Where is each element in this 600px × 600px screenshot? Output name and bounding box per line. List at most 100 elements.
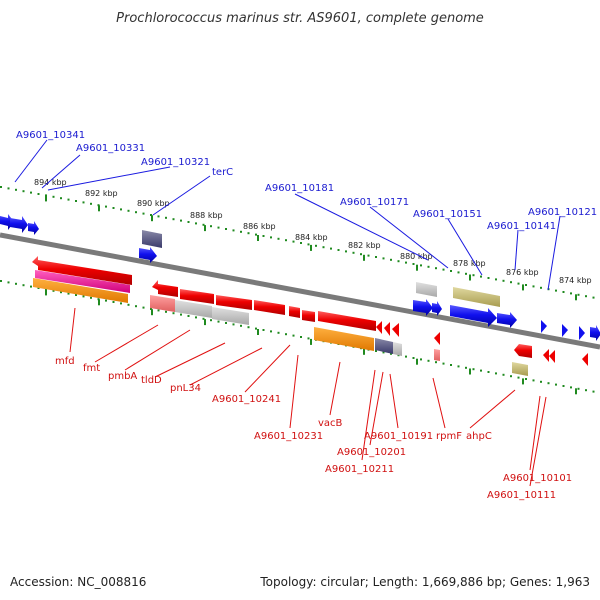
feature-pmbA[interactable]: [180, 289, 214, 304]
feature-tldD[interactable]: [216, 295, 252, 310]
gene-label[interactable]: A9601_10101: [503, 473, 572, 484]
feature-tldD-domain[interactable]: [212, 307, 249, 325]
feature-dark-domain[interactable]: [375, 338, 393, 354]
tick-label: 894 kbp: [34, 178, 67, 187]
rail-dot: [322, 246, 325, 249]
feature-A9601_10111[interactable]: [543, 349, 549, 362]
gene-label[interactable]: A9601_10171: [340, 197, 409, 208]
rail-major-tick: [522, 284, 524, 291]
feature-A9601_10241[interactable]: [289, 306, 300, 318]
gene-label[interactable]: A9601_10211: [325, 464, 394, 475]
feature-vacB[interactable]: [318, 311, 376, 331]
gene-label[interactable]: pmbA: [108, 371, 137, 382]
genome-backbone: [0, 232, 600, 350]
feature-fmt-domain[interactable]: [150, 295, 175, 312]
feature-rpmF[interactable]: [434, 332, 440, 345]
rail-dot: [142, 212, 145, 215]
gene-label[interactable]: A9601_10191: [364, 431, 433, 442]
rail-dot: [420, 264, 422, 267]
rail-dot: [82, 295, 85, 298]
gene-label[interactable]: rpmF: [436, 431, 462, 442]
reverse-labels: mfd fmt pmbA tldD pnL34 A9601_10241 A960…: [55, 356, 572, 501]
feature-mfd[interactable]: [32, 256, 132, 285]
gene-label[interactable]: A9601_10331: [76, 143, 145, 154]
feature-blue-small-b[interactable]: [562, 324, 568, 337]
gene-label[interactable]: A9601_10241: [212, 394, 281, 405]
rail-dot: [127, 209, 130, 212]
feature-mfd-domain[interactable]: [35, 270, 130, 293]
gene-label[interactable]: A9601_10141: [487, 221, 556, 232]
feature-grey-b[interactable]: [393, 342, 402, 356]
rail-dot: [30, 285, 32, 288]
rail-dot: [502, 279, 505, 282]
feature-A9601_10321[interactable]: [28, 221, 39, 235]
feature-pnL34[interactable]: [254, 300, 285, 315]
rail-major-tick: [363, 348, 365, 355]
feature-A9601_10201[interactable]: [384, 322, 390, 336]
feature-A9601_10211[interactable]: [376, 321, 382, 334]
feature-A9601_10331[interactable]: [10, 216, 28, 233]
rail-dot: [405, 261, 407, 264]
gene-label[interactable]: ahpC: [466, 431, 492, 442]
rail-dot: [165, 310, 167, 313]
feature-blue-small-c[interactable]: [579, 326, 585, 340]
feature-rpmF-domain[interactable]: [434, 349, 440, 361]
feature-pmbA-domain[interactable]: [175, 300, 212, 318]
gene-label[interactable]: tldD: [141, 375, 162, 386]
rail-dot: [255, 327, 257, 330]
feature-A9601_10181[interactable]: [413, 299, 433, 316]
rail-dot: [7, 187, 10, 190]
gene-label[interactable]: A9601_10341: [16, 130, 85, 141]
feature-blue-small-a[interactable]: [541, 320, 547, 333]
gene-label[interactable]: A9601_10151: [413, 209, 482, 220]
gene-label[interactable]: mfd: [55, 356, 75, 367]
rail-dot: [112, 207, 115, 209]
feature-mfd-cds[interactable]: [33, 278, 128, 303]
gene-label[interactable]: A9601_10201: [337, 447, 406, 458]
gene-label[interactable]: A9601_10181: [265, 183, 334, 194]
gene-label[interactable]: vacB: [318, 418, 343, 429]
rail-dot: [465, 366, 467, 369]
gene-label[interactable]: A9601_10231: [254, 431, 323, 442]
rail-dot: [142, 306, 145, 309]
rail-dot: [240, 324, 242, 327]
feature-ahpC[interactable]: [514, 344, 532, 358]
rail-dot: [225, 322, 227, 324]
rail-dot: [487, 277, 490, 279]
feature-A9601_10171[interactable]: [432, 301, 442, 316]
feature-A9601_10121[interactable]: [590, 325, 600, 341]
tick-label: 886 kbp: [243, 222, 276, 231]
feature-A9601_10231[interactable]: [302, 310, 315, 322]
rail-dot: [112, 301, 115, 303]
rail-dot: [472, 274, 475, 277]
feature-terC-tRNA[interactable]: [142, 230, 162, 248]
feature-grey-a[interactable]: [416, 282, 437, 297]
gene-label[interactable]: terC: [212, 167, 233, 178]
rail-dot: [262, 235, 265, 237]
feature-A9601_10101[interactable]: [549, 350, 555, 363]
rail-dot: [135, 211, 137, 214]
feature-terC[interactable]: [139, 247, 157, 263]
gene-label[interactable]: fmt: [83, 363, 100, 374]
gene-label[interactable]: pnL34: [170, 383, 201, 394]
rail-dot: [502, 373, 505, 376]
rail-dot: [345, 250, 347, 253]
feature-red-small[interactable]: [582, 353, 588, 366]
rail-dot: [52, 195, 55, 198]
gene-label[interactable]: A9601_10321: [141, 157, 210, 168]
rail-dot: [337, 249, 340, 251]
gene-label[interactable]: A9601_10111: [487, 490, 556, 501]
rail-dot: [480, 369, 482, 372]
rail-dot: [300, 336, 302, 338]
rail-dot: [352, 251, 355, 254]
feature-A9601_10191[interactable]: [392, 323, 399, 337]
feature-A9601_10141[interactable]: [497, 312, 517, 328]
feature-ahpC-domain[interactable]: [512, 362, 528, 376]
rail-dot: [37, 287, 40, 289]
feature-vacB-domain[interactable]: [314, 327, 374, 351]
feature-fmt[interactable]: [152, 280, 178, 297]
feature-A9601_10151[interactable]: [450, 305, 497, 327]
gene-label[interactable]: A9601_10121: [528, 207, 597, 218]
feature-olive-a[interactable]: [453, 287, 500, 307]
